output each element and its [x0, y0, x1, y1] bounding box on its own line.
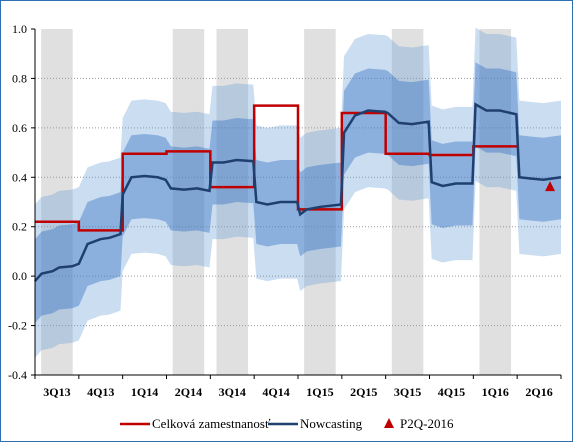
x-tick-label: 3Q13: [43, 385, 70, 399]
y-tick-label: 0.2: [12, 220, 27, 234]
series-lines: [34, 102, 562, 282]
legend-swatch-p2q-2016: [384, 418, 394, 428]
y-tick-label: 0.4: [12, 170, 27, 184]
x-tick-label: 2Q15: [350, 385, 377, 399]
shaded-column-2Q14: [172, 29, 205, 375]
x-tick-label: 1Q15: [306, 385, 333, 399]
x-tick-label: 2Q14: [175, 385, 202, 399]
x-tick-label: 4Q13: [87, 385, 114, 399]
shaded-columns: [41, 29, 512, 375]
y-tick-label: 0.0: [12, 269, 27, 283]
x-tick-labels: 3Q13 4Q13 1Q14 2Q14 3Q14 4Q14 1Q15 2Q15 3Q15 4Q15…: [43, 385, 553, 399]
y-tick-label: 0.6: [12, 121, 27, 135]
y-tick-label: 0.8: [12, 71, 27, 85]
x-tick-label: 2Q16: [525, 385, 552, 399]
y-tick-label: -0.2: [8, 319, 27, 333]
shaded-column-3Q13: [41, 29, 73, 375]
series-nowcasting: [34, 102, 562, 282]
shaded-column-3Q15: [391, 29, 424, 375]
x-tick-label: 1Q16: [482, 385, 509, 399]
y-tick-label: -0.4: [8, 368, 27, 382]
legend-label-p2q-2016: P2Q-2016: [400, 416, 454, 431]
shaded-column-1Q16: [479, 29, 512, 375]
legend-label-nowcasting: Nowcasting: [300, 416, 363, 431]
x-tick-label: 3Q14: [219, 385, 246, 399]
y-tick-labels: 1.0 0.8 0.6 0.4 0.2 0.0 -0.2 -0.4: [8, 22, 27, 382]
x-tick-label: 4Q15: [438, 385, 465, 399]
legend-label-celkova: Celková zamestnanosť: [152, 416, 271, 431]
x-tick-label: 4Q14: [262, 385, 289, 399]
axes: [31, 28, 562, 379]
x-tick-label: 1Q14: [131, 385, 158, 399]
legend: Celková zamestnanosť Nowcasting P2Q-2016: [120, 416, 454, 431]
marker-p2q-2016: [545, 181, 556, 192]
y-tick-label: 1.0: [12, 22, 27, 36]
shaded-column-3Q14: [216, 29, 249, 375]
x-tick-label: 3Q15: [394, 385, 421, 399]
shaded-column-1Q15: [304, 29, 336, 375]
